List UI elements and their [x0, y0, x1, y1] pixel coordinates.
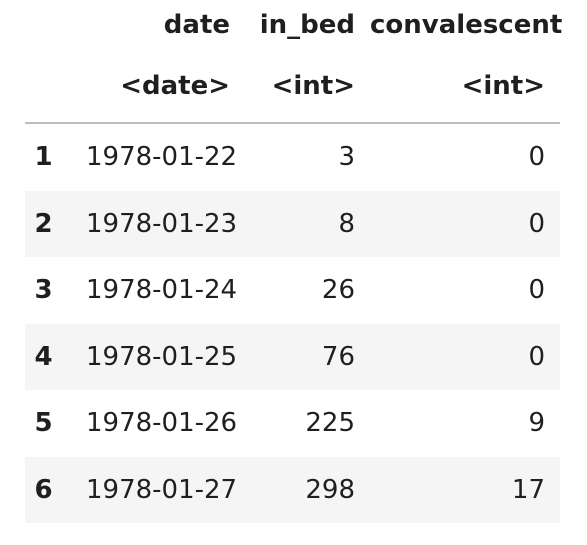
cell-date: 1978-01-26	[86, 408, 238, 439]
cell-in-bed: 26	[321, 275, 355, 306]
column-header-date: date	[163, 10, 230, 40]
table-header: date in_bed convalescent <date> <int> <i…	[25, 0, 563, 124]
cell-convalescent: 0	[370, 190, 560, 257]
row-index: 5	[34, 408, 53, 439]
table-row: 3 1978-01-24 26 0	[25, 257, 560, 324]
cell-convalescent: 0	[528, 275, 545, 306]
cell-date: 1978-01-24	[86, 275, 238, 306]
cell-convalescent: 0	[528, 142, 545, 173]
data-table: date in_bed convalescent <date> <int> <i…	[25, 0, 563, 523]
cell-in-bed: 298	[245, 456, 370, 523]
cell-convalescent: 0	[370, 323, 560, 390]
table-body: 1 1978-01-22 3 0 2 1978-01-23 8 0 3 1978…	[25, 123, 560, 523]
cell-date: 1978-01-27	[70, 456, 245, 523]
cell-date: 1978-01-23	[70, 190, 245, 257]
table-row: 1 1978-01-22 3 0	[25, 123, 560, 191]
row-index: 1	[34, 142, 53, 173]
row-index: 6	[25, 456, 70, 523]
row-index: 3	[34, 275, 53, 306]
cell-convalescent: 17	[370, 456, 560, 523]
column-type-date: <date>	[70, 50, 245, 124]
table-row: 2 1978-01-23 8 0	[25, 190, 560, 257]
index-header	[25, 0, 70, 50]
cell-date: 1978-01-25	[70, 323, 245, 390]
column-type-in-bed: <int>	[245, 50, 370, 124]
index-type-header	[25, 50, 70, 124]
table-row: 4 1978-01-25 76 0	[25, 323, 560, 390]
row-index: 2	[25, 190, 70, 257]
column-type-convalescent: <int>	[370, 50, 560, 124]
table-row: 5 1978-01-26 225 9	[25, 390, 560, 457]
cell-in-bed: 76	[245, 323, 370, 390]
column-names-row: date in_bed convalescent	[25, 0, 563, 50]
cell-in-bed: 8	[245, 190, 370, 257]
cell-in-bed: 225	[305, 408, 355, 439]
column-header-convalescent: convalescent	[370, 10, 563, 40]
column-header-in-bed: in_bed	[259, 10, 355, 40]
column-types-row: <date> <int> <int>	[25, 50, 560, 124]
cell-date: 1978-01-22	[86, 142, 238, 173]
cell-in-bed: 3	[338, 142, 355, 173]
row-index: 4	[25, 323, 70, 390]
table-row: 6 1978-01-27 298 17	[25, 456, 560, 523]
cell-convalescent: 9	[528, 408, 545, 439]
